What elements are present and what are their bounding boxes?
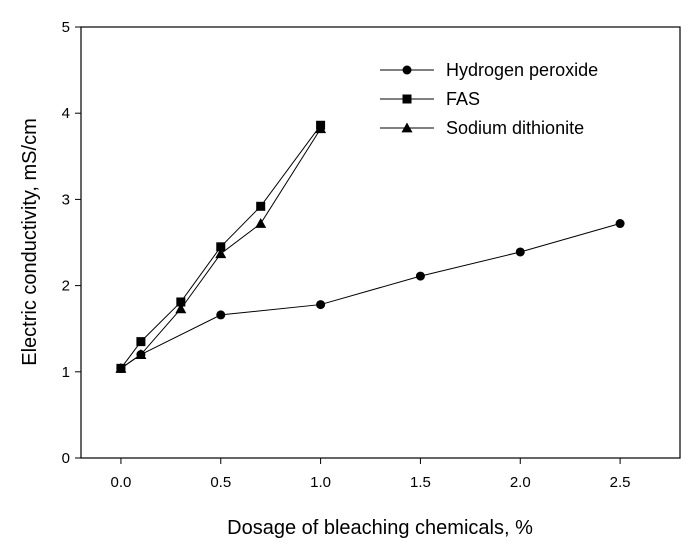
data-point-hydrogen-peroxide: [615, 219, 625, 229]
series-line-hydrogen-peroxide: [120, 223, 621, 369]
data-point-fas: [136, 337, 146, 347]
y-tick-label: 0: [62, 450, 70, 467]
x-tick-label: 2.5: [610, 474, 631, 491]
data-point-sodium-dithionite: [175, 303, 187, 314]
legend-label: FAS: [446, 89, 480, 109]
series-hydrogen-peroxide: [116, 219, 625, 373]
legend-item-fas: FAS: [380, 89, 480, 109]
data-point-sodium-dithionite: [215, 248, 227, 259]
y-tick-label: 3: [62, 191, 70, 208]
data-point-sodium-dithionite: [315, 123, 327, 134]
legend-marker: [402, 94, 412, 104]
data-point-sodium-dithionite: [255, 218, 267, 228]
data-point-hydrogen-peroxide: [316, 300, 326, 310]
x-tick-label: 0.5: [210, 474, 231, 491]
y-tick-label: 4: [62, 105, 70, 122]
plot-border: [80, 26, 681, 459]
x-axis-title: Dosage of bleaching chemicals, %: [227, 517, 533, 539]
series-fas: [116, 120, 326, 373]
y-tick-label: 5: [62, 19, 70, 36]
data-point-fas: [216, 242, 226, 252]
series-layer: [115, 120, 625, 373]
legend-item-sodium-dithionite: Sodium dithionite: [380, 118, 584, 138]
data-point-sodium-dithionite: [115, 362, 127, 373]
y-tick-label: 1: [62, 364, 70, 381]
legend-label: Hydrogen peroxide: [446, 60, 598, 80]
data-point-hydrogen-peroxide: [515, 247, 525, 257]
data-point-fas: [256, 201, 266, 211]
x-tick-label: 1.0: [310, 474, 331, 491]
series-sodium-dithionite: [115, 123, 327, 373]
legend-label: Sodium dithionite: [446, 118, 584, 138]
x-tick-label: 2.0: [510, 474, 531, 491]
legend-marker: [402, 65, 412, 75]
plot-frame: [80, 26, 681, 459]
data-point-hydrogen-peroxide: [415, 271, 425, 281]
y-axis-title: Electric conductivity, mS/cm: [19, 118, 41, 365]
data-point-hydrogen-peroxide: [216, 310, 226, 320]
x-tick-label: 1.5: [410, 474, 431, 491]
legend: Hydrogen peroxide FAS Sodium dithionite: [380, 60, 598, 138]
data-point-fas: [176, 297, 186, 307]
axis-ticks: 0 1 2 3 4 5 0.0 0.5 1.0 1.5 2.0 2.5: [62, 19, 631, 491]
y-tick-label: 2: [62, 278, 70, 295]
legend-item-hydrogen-peroxide: Hydrogen peroxide: [380, 60, 598, 80]
x-tick-label: 0.0: [111, 474, 132, 491]
data-point-sodium-dithionite: [135, 349, 147, 359]
legend-marker: [401, 122, 413, 133]
